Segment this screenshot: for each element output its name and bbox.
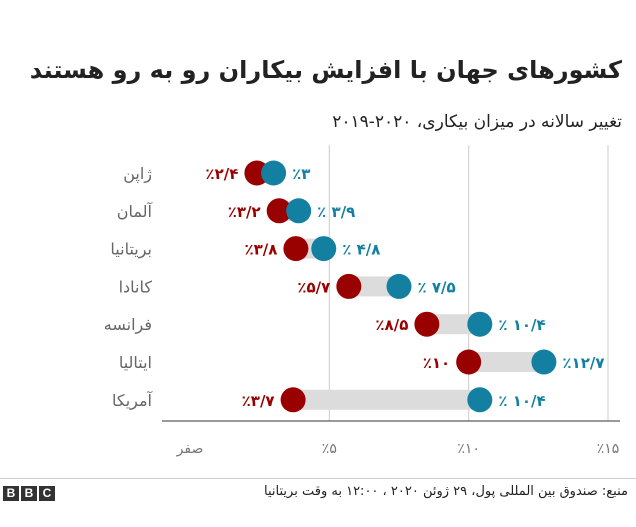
country-label: کانادا bbox=[119, 277, 153, 296]
value-label-2019: ٪۸/۵ bbox=[375, 316, 408, 334]
range-connector bbox=[348, 276, 399, 297]
dot-2019 bbox=[280, 387, 306, 413]
dot-2019 bbox=[414, 311, 440, 337]
x-tick-label: ٪۵ bbox=[322, 441, 337, 457]
dot-2020 bbox=[261, 160, 287, 186]
dot-2020 bbox=[531, 349, 557, 375]
dot-2020 bbox=[467, 387, 493, 413]
x-tick-label: ٪۱۵ bbox=[597, 441, 620, 457]
value-label-2019: ٪۵/۷ bbox=[297, 278, 330, 296]
value-label-2020: ٪۳ bbox=[292, 165, 310, 183]
bbc-logo: B B C bbox=[3, 486, 55, 501]
range-connector bbox=[468, 352, 544, 372]
logo-letter: B bbox=[21, 486, 37, 501]
country-label: آلمان bbox=[117, 202, 154, 221]
dot-2020 bbox=[311, 236, 337, 262]
value-label-2019: ٪۱۰ bbox=[423, 354, 450, 372]
value-label-2020: ٪ ۱۰/۴ bbox=[498, 316, 545, 334]
source-note: منبع: صندوق بین المللی پول، ۲۹ ژوئن ۲۰۲۰… bbox=[264, 484, 628, 499]
country-label: بریتانیا bbox=[110, 240, 152, 260]
chart-title: کشورهای جهان با افزایش بیکاران رو به رو … bbox=[29, 56, 622, 84]
dot-2020 bbox=[467, 311, 493, 337]
dot-range-chart: صفر ٪۵ ٪۱۰ ٪۱۵ ٪۲/۴ ٪۳ ژاپن ٪۳/۲ ٪ ۳/۹ آلمان ٪۳/۸ ٪… bbox=[104, 145, 620, 457]
logo-letter: C bbox=[39, 486, 55, 501]
value-label-2019: ٪۲/۴ bbox=[205, 165, 238, 183]
logo-letter: B bbox=[3, 486, 19, 501]
dot-2020 bbox=[386, 273, 412, 299]
country-label: ایتالیا bbox=[119, 353, 152, 372]
value-label-2020: ٪ ۴/۸ bbox=[342, 241, 380, 259]
value-label-2020: ٪ ۷/۵ bbox=[418, 278, 456, 296]
dot-2019 bbox=[266, 198, 292, 224]
x-tick-label: صفر bbox=[176, 441, 204, 457]
dot-2020 bbox=[286, 198, 312, 224]
value-label-2019: ٪۳/۲ bbox=[228, 203, 261, 221]
value-label-2020: ٪ ۱۰/۴ bbox=[498, 392, 545, 410]
dot-2019 bbox=[283, 236, 309, 262]
range-connector bbox=[426, 314, 480, 335]
country-label: آمریکا bbox=[112, 391, 154, 411]
chart-subtitle: تغییر سالانه در میزان بیکاری، ۲۰۲۰-۲۰۱۹ bbox=[332, 112, 622, 132]
footer-divider bbox=[0, 478, 636, 479]
x-tick-label: ٪۱۰ bbox=[457, 441, 480, 457]
country-label: ژاپن bbox=[123, 164, 152, 184]
value-label-2020: ٪ ۳/۹ bbox=[317, 203, 355, 221]
value-label-2020: ٪۱۲/۷ bbox=[562, 354, 604, 372]
value-label-2019: ٪۳/۷ bbox=[242, 392, 275, 410]
value-label-2019: ٪۳/۸ bbox=[244, 241, 277, 259]
range-connector bbox=[293, 389, 480, 410]
country-label: فرانسه bbox=[104, 315, 152, 335]
dot-2019 bbox=[336, 273, 362, 299]
dot-2019 bbox=[456, 349, 482, 375]
